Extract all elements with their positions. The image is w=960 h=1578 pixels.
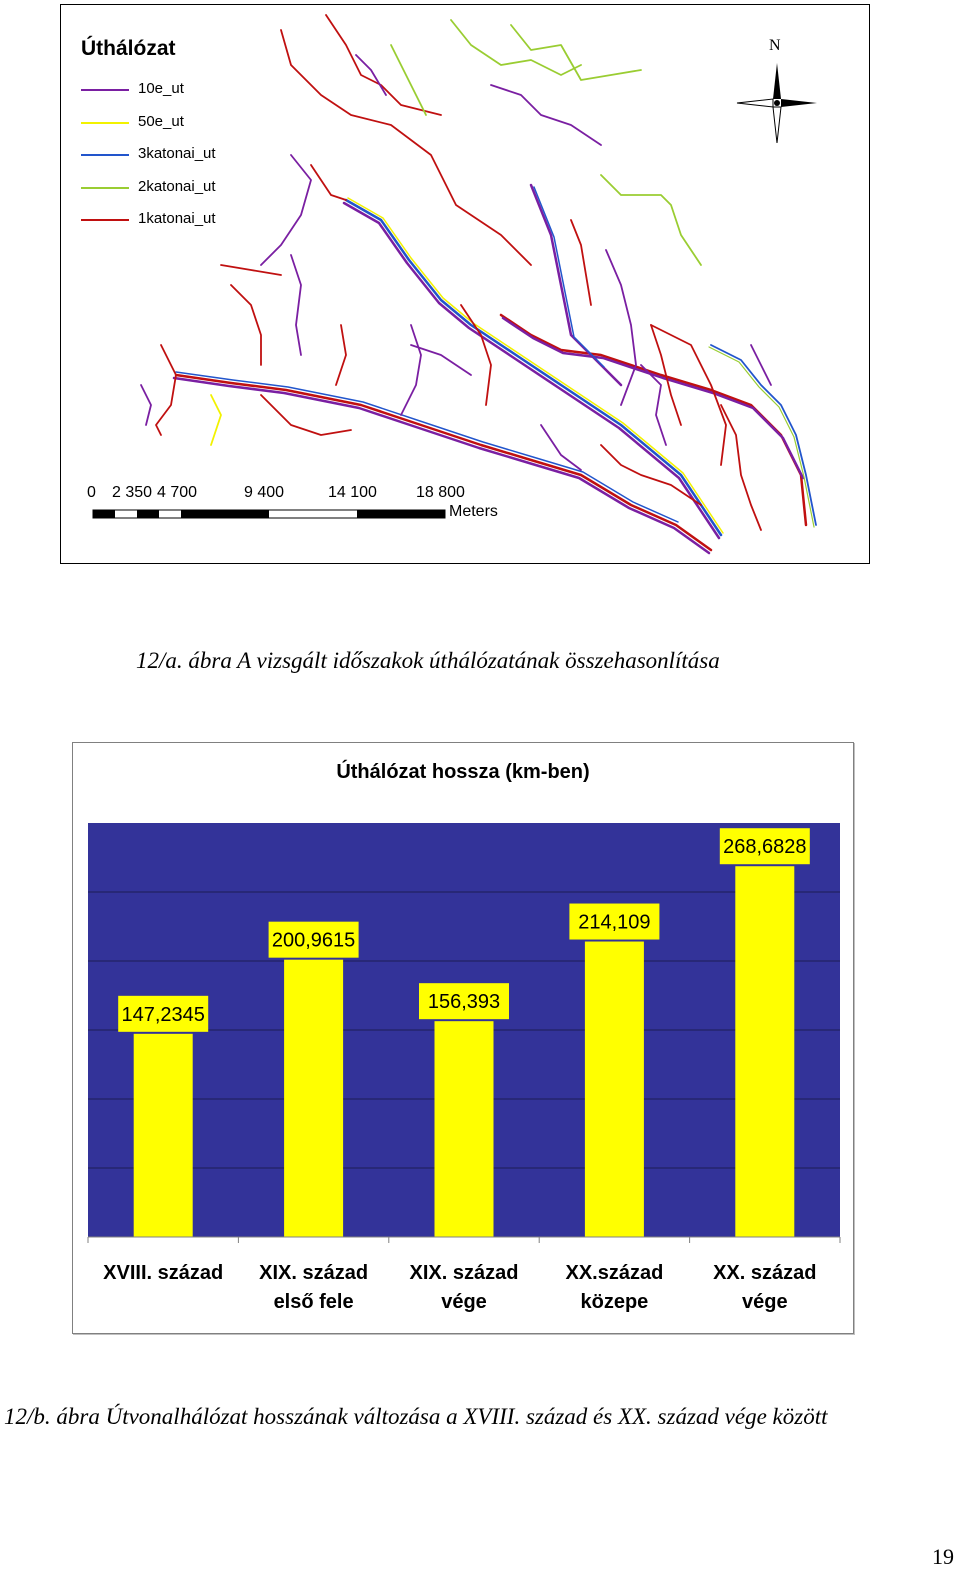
chart-plot: 147,2345 200,9615 156,393 214,109 268,6828 XV… [87, 823, 841, 1313]
bar [133, 1033, 193, 1237]
data-label: 147,2345 [121, 1004, 204, 1026]
scale-tick: 0 [87, 484, 96, 501]
x-tick-label: első fele [274, 1291, 354, 1313]
x-tick-label: XVIII. század [103, 1262, 223, 1284]
data-label-box [419, 983, 509, 1020]
legend-swatch [81, 154, 129, 156]
scale-tick: 18 800 [416, 484, 465, 501]
scale-bar [92, 509, 446, 519]
bar [584, 941, 644, 1237]
legend-swatch [81, 219, 129, 221]
data-label: 156,393 [428, 991, 500, 1013]
scale-tick: 2 350 [112, 484, 153, 501]
data-label-box [569, 903, 660, 940]
map-title: Úthálózat [81, 37, 176, 60]
x-tick-label: közepe [580, 1291, 648, 1313]
chart-title: Úthálózat hossza (km-ben) [336, 761, 590, 783]
figure-caption-b: 12/b. ábra Útvonalhálózat hosszának vált… [4, 1404, 828, 1429]
data-label: 214,109 [578, 912, 650, 934]
legend-label: 3katonai_ut [138, 145, 216, 162]
bar [434, 1021, 494, 1237]
scale-tick: 4 700 [157, 484, 198, 501]
legend-swatch [81, 186, 129, 189]
legend-label: 2katonai_ut [138, 177, 216, 195]
scale-units: Meters [449, 503, 498, 520]
bar [284, 959, 344, 1237]
compass-rose-icon [736, 63, 817, 144]
road-network-map: Úthálózat 10e_ut 50e_ut 3katonai_ut 2kat… [60, 4, 870, 564]
figure-caption-a: 12/a. ábra A vizsgált időszakok úthálóza… [136, 648, 720, 673]
scale-tick: 9 400 [244, 484, 285, 501]
data-label-box [268, 921, 359, 958]
legend-label: 50e_ut [138, 112, 184, 130]
x-tick-label: vége [742, 1291, 788, 1313]
x-tick-label: XIX. század [259, 1262, 368, 1284]
page-number: 19 [932, 1544, 954, 1569]
bar [735, 866, 795, 1237]
data-label-box [719, 828, 810, 865]
data-label-box [118, 995, 209, 1032]
legend-swatch [81, 89, 129, 91]
legend-swatch [81, 121, 129, 124]
road-network-drawing [92, 14, 817, 555]
x-tick-label: XIX. század [410, 1262, 519, 1284]
x-tick-label: vége [441, 1291, 487, 1313]
scale-tick: 14 100 [328, 484, 377, 501]
x-tick-label: XX. század [713, 1262, 816, 1284]
north-label: N [769, 37, 781, 54]
x-tick-label: XX.század [565, 1262, 663, 1284]
data-label: 200,9615 [272, 930, 355, 952]
bar-chart: Úthálózat hossza (km-ben) 147,2345 200,96… [72, 742, 854, 1334]
data-label: 268,6828 [723, 836, 806, 858]
legend-label: 1katonai_ut [138, 210, 216, 227]
legend-label: 10e_ut [138, 80, 184, 97]
